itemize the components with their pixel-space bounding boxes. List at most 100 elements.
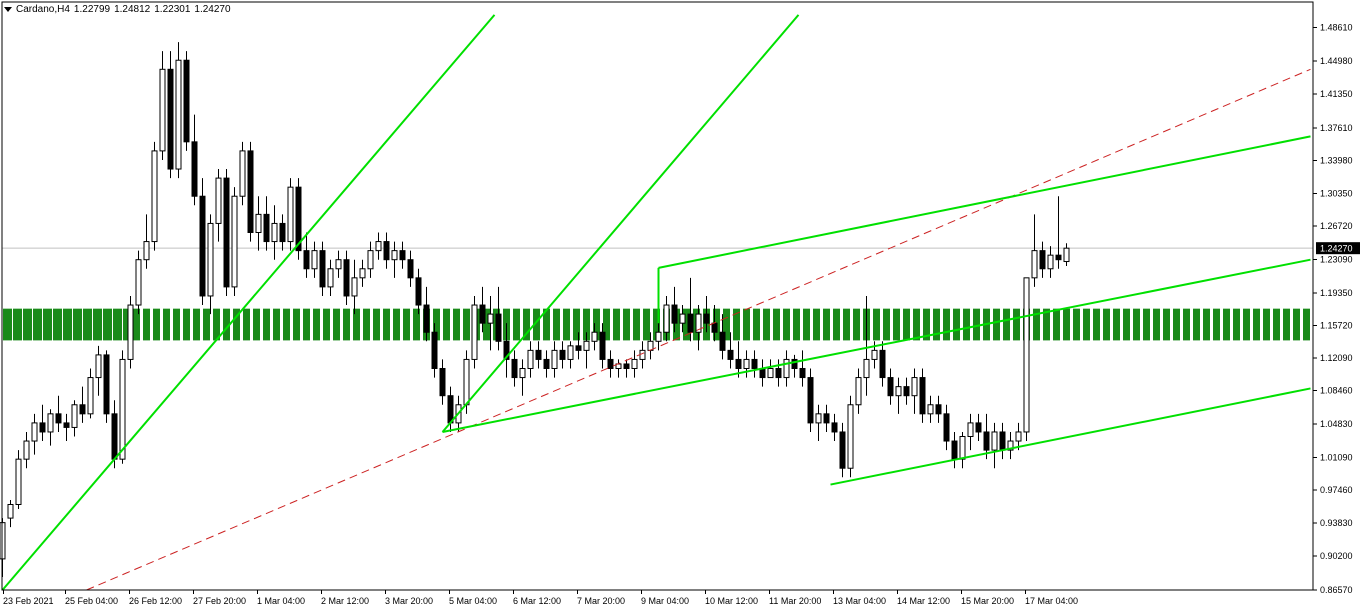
channel-block [83,308,92,341]
candle [239,141,246,206]
channel-line-bottom [830,387,1311,486]
candle-body [463,358,470,406]
candle [791,354,798,378]
candle [119,350,126,464]
channel-block [623,308,630,341]
channel-block [483,308,490,341]
candle [775,359,782,387]
y-tick-label: 0.93830 [1320,518,1353,528]
candle [583,332,590,369]
channel-block [923,308,930,341]
candle-body [639,349,646,360]
candle-body [311,250,318,270]
candle [287,178,294,251]
channel-block [673,308,680,341]
candle-body [943,413,950,442]
channel-block [333,308,340,341]
candle [631,350,638,378]
candle-body [247,150,254,233]
dropdown-triangle-icon[interactable] [4,7,12,12]
current-price-tag [1316,242,1360,255]
candle [1031,214,1038,287]
candle [567,341,574,369]
candle [279,214,286,251]
channel-block [1153,308,1160,341]
candle [343,250,350,306]
channel-block [33,308,42,341]
channel-block [163,308,170,341]
candle [191,114,198,206]
trendline-dashed [86,68,1311,591]
y-tick-label: 0.86570 [1320,585,1353,595]
channel-block [43,308,52,341]
channel-block [213,308,220,341]
candle-body [367,250,374,270]
candle [535,341,542,369]
candle-body [119,358,126,460]
candle-body [783,358,790,379]
candle-body [7,504,14,519]
channel-block [1223,308,1230,341]
candle-body [759,367,766,379]
candle-body [183,59,190,143]
candle-body [1063,247,1070,263]
channel-block [1093,308,1100,341]
channel-block [803,308,810,341]
candle-body [503,340,510,360]
candle-body [175,59,182,170]
y-tick-label: 1.19350 [1320,288,1353,298]
candle [783,350,790,387]
channel-block [903,308,910,341]
plot-frame [1,1,1314,591]
candle-body [687,313,694,333]
candle-body [23,440,30,460]
candle-body [975,422,982,433]
channel-block [733,308,740,341]
candle [927,395,934,423]
channel-block [793,308,800,341]
channel-block [1233,308,1240,341]
candle-body [399,250,406,261]
candle [543,350,550,378]
y-tick-label: 1.44980 [1320,56,1353,66]
candle-body [543,358,550,369]
channel-block [243,308,250,341]
candle-body [383,241,390,261]
candle [431,323,438,378]
channel-block [1263,308,1270,341]
x-tick-label: 25 Feb 04:00 [65,596,118,606]
candle-body [695,313,702,333]
candle [663,295,670,342]
low-value: 1.22301 [154,4,191,15]
candle-body [823,413,830,424]
x-tick-label: 27 Feb 20:00 [193,596,246,606]
channel-block [913,308,920,341]
y-tick-label: 1.01090 [1320,453,1353,463]
candle-body [327,268,334,288]
candle [591,323,598,351]
candle-body [535,349,542,360]
candle-body [223,177,230,288]
candle-body [919,377,926,415]
channel-block [753,308,760,341]
close-value: 1.24270 [194,4,231,15]
candle-body [55,413,62,424]
candle [55,395,62,432]
candle [327,259,334,296]
candle-body [519,367,526,379]
channel-block [1213,308,1220,341]
candle [799,350,806,387]
candle [335,250,342,278]
channel-block [543,308,550,341]
x-tick-label: 14 Mar 12:00 [897,596,950,606]
x-tick-label: 13 Mar 04:00 [833,596,886,606]
candle-body [295,186,302,252]
y-tick-label: 1.12090 [1320,353,1353,363]
x-tick-label: 2 Mar 12:00 [321,596,369,606]
channel-line-lower [442,258,1311,433]
candle [839,422,846,478]
candle [183,51,190,151]
candle-body [71,404,78,428]
x-tick-label: 7 Mar 20:00 [577,596,625,606]
